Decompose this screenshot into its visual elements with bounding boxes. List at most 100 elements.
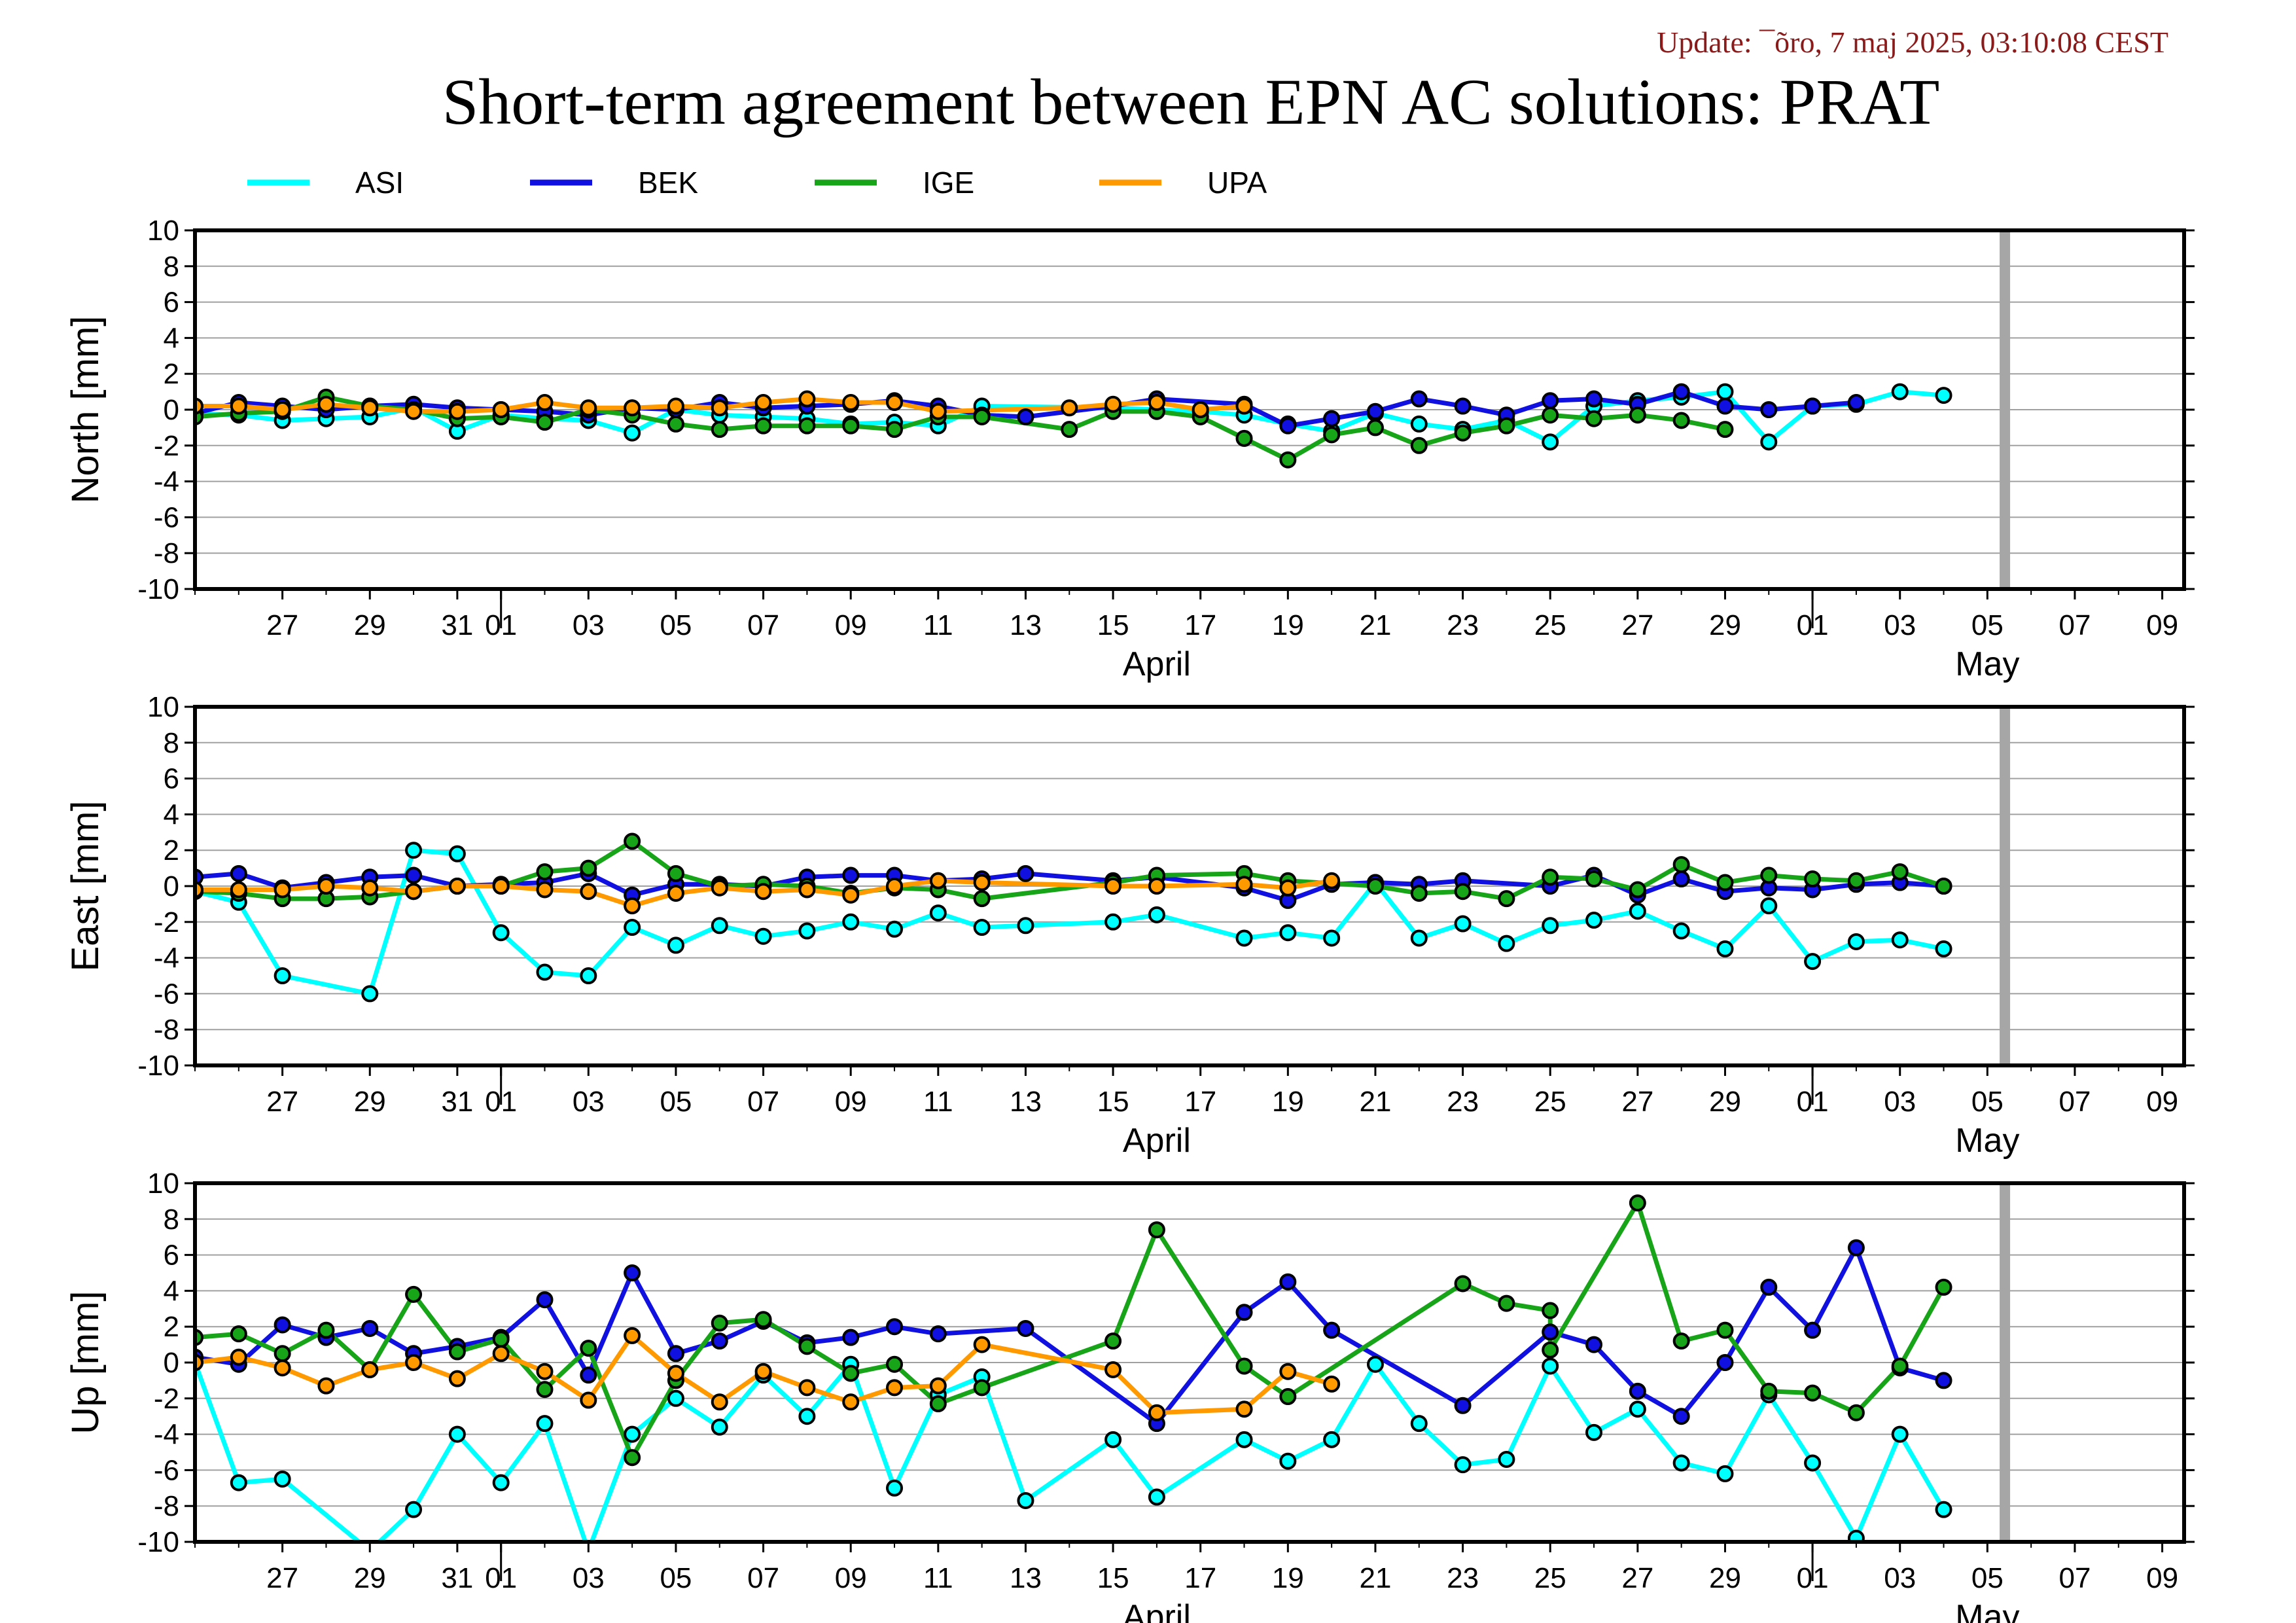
y-tick-label: 2 xyxy=(164,358,179,390)
x-tick-label: 03 xyxy=(573,1086,605,1118)
data-point-ige xyxy=(1629,406,1646,424)
data-point-ige xyxy=(1323,426,1341,444)
x-tick-label: 13 xyxy=(1010,609,1042,641)
data-point-upa xyxy=(929,402,947,420)
data-point-asi xyxy=(536,1415,554,1433)
legend-label-upa: UPA xyxy=(1207,166,1267,200)
data-point-asi xyxy=(798,1408,816,1425)
data-point-asi xyxy=(754,927,772,945)
data-point-ige xyxy=(1804,1384,1822,1402)
data-point-ige xyxy=(1104,1332,1122,1350)
data-point-ige xyxy=(1235,429,1253,447)
y-tick-label: 8 xyxy=(164,727,179,759)
data-point-upa xyxy=(1323,872,1341,889)
x-tick-label: 29 xyxy=(354,1562,386,1594)
data-point-ige xyxy=(1891,1357,1909,1375)
data-point-ige xyxy=(492,1330,510,1348)
data-point-asi xyxy=(1672,922,1690,940)
data-point-asi xyxy=(1148,1488,1165,1506)
x-tick-label: 13 xyxy=(1010,1086,1042,1118)
y-tick-label: -8 xyxy=(154,537,179,569)
data-point-bek xyxy=(886,1318,904,1336)
y-axis-label: East [mm] xyxy=(64,800,107,971)
data-point-ige xyxy=(1629,1194,1646,1212)
data-point-ige xyxy=(973,1379,991,1397)
data-point-ige xyxy=(754,1311,772,1329)
data-point-ige xyxy=(624,832,641,850)
data-point-bek xyxy=(1672,1408,1690,1425)
y-tick-label: 6 xyxy=(164,1240,179,1272)
x-tick-label: 27 xyxy=(266,1562,298,1594)
data-point-bek xyxy=(1847,1239,1865,1257)
data-point-asi xyxy=(1716,383,1734,401)
data-point-ige xyxy=(1061,421,1078,438)
data-point-bek xyxy=(1935,1372,1952,1389)
data-point-asi xyxy=(1235,1431,1253,1448)
data-point-asi xyxy=(492,1474,510,1491)
data-point-ige xyxy=(1542,406,1559,424)
x-tick-label: 17 xyxy=(1184,1562,1216,1594)
current-day-marker xyxy=(2000,1183,2011,1542)
data-point-upa xyxy=(580,399,597,417)
y-tick-label: -6 xyxy=(154,1454,179,1486)
data-point-ige xyxy=(1672,412,1690,429)
data-point-asi xyxy=(1323,929,1341,947)
data-point-ige xyxy=(1847,872,1865,889)
data-point-asi xyxy=(1891,931,1909,949)
data-point-ige xyxy=(886,421,904,438)
update-timestamp: Update: ¯õro, 7 maj 2025, 03:10:08 CEST xyxy=(1657,26,2168,59)
x-tick-label: 27 xyxy=(1621,1562,1653,1594)
data-point-ige xyxy=(798,417,816,435)
data-point-upa xyxy=(274,1359,291,1377)
data-point-asi xyxy=(798,922,816,940)
x-tick-label: 23 xyxy=(1447,609,1479,641)
x-tick-label: 21 xyxy=(1359,1562,1391,1594)
data-point-asi xyxy=(448,1425,466,1443)
data-point-bek xyxy=(667,1345,684,1363)
data-point-asi xyxy=(1279,1452,1297,1470)
data-point-ige xyxy=(1891,863,1909,881)
data-point-bek xyxy=(711,1332,728,1350)
data-point-asi xyxy=(1804,1454,1822,1472)
x-tick-label: 05 xyxy=(660,1086,692,1118)
legend: ASI BEK IGE UPA xyxy=(247,166,1267,200)
y-tick-label: -2 xyxy=(154,430,179,462)
data-point-ige xyxy=(1935,1278,1952,1296)
data-point-ige xyxy=(1279,1388,1297,1406)
data-point-upa xyxy=(1148,394,1165,412)
data-point-upa xyxy=(624,1327,641,1344)
data-point-upa xyxy=(1104,395,1122,413)
data-point-ige xyxy=(1760,1382,1778,1400)
x-tick-label: 11 xyxy=(923,1086,953,1118)
month-label: April xyxy=(1123,645,1191,683)
y-tick-label: -2 xyxy=(154,906,179,938)
data-point-upa xyxy=(1104,1361,1122,1378)
x-tick-label: 19 xyxy=(1272,1086,1304,1118)
data-point-upa xyxy=(492,878,510,895)
data-point-bek xyxy=(1585,390,1603,408)
data-point-upa xyxy=(361,399,379,417)
data-point-asi xyxy=(1672,1454,1690,1472)
data-point-asi xyxy=(1235,929,1253,947)
x-tick-label: 27 xyxy=(1621,609,1653,641)
data-point-upa xyxy=(361,879,379,897)
x-tick-label: 07 xyxy=(2058,609,2091,641)
data-point-bek xyxy=(274,1316,291,1334)
data-point-upa xyxy=(448,402,466,420)
data-point-bek xyxy=(1410,390,1428,408)
data-point-upa xyxy=(317,1377,335,1395)
data-point-ige xyxy=(754,417,772,435)
data-point-bek xyxy=(1454,397,1472,415)
data-point-asi xyxy=(1585,1423,1603,1441)
data-point-ige xyxy=(1585,410,1603,427)
plot-frame xyxy=(193,228,2186,591)
data-point-ige xyxy=(1672,1332,1690,1350)
data-point-upa xyxy=(929,1377,947,1395)
x-tick-label: 09 xyxy=(835,609,867,641)
data-point-upa xyxy=(1279,1363,1297,1380)
data-point-asi xyxy=(1542,433,1559,451)
data-point-bek xyxy=(1629,1382,1646,1400)
data-point-asi xyxy=(1498,1450,1515,1468)
data-point-ige xyxy=(1498,417,1515,435)
